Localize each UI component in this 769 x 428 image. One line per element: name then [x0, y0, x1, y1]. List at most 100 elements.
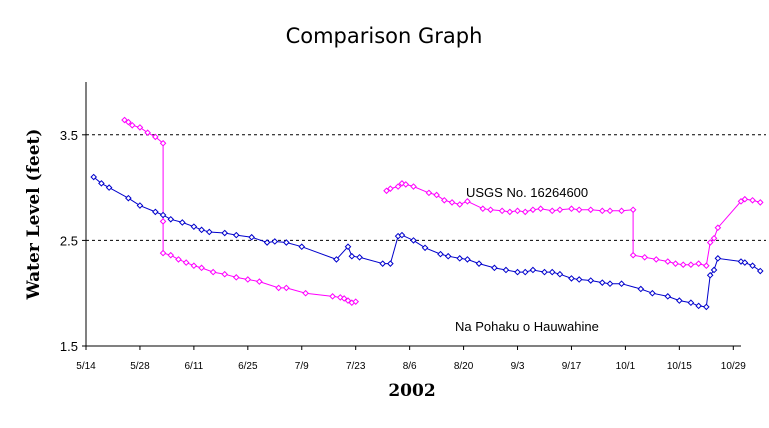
data-point	[687, 261, 695, 268]
gridlines	[86, 134, 766, 241]
data-point	[641, 253, 648, 261]
data-point	[402, 181, 410, 188]
data-point	[687, 299, 695, 307]
data-point	[167, 251, 175, 259]
data-point	[244, 276, 252, 283]
data-point	[737, 258, 745, 265]
data-point	[464, 198, 471, 205]
data-point	[606, 207, 614, 215]
data-point	[298, 243, 306, 251]
data-point	[606, 280, 614, 288]
data-point	[749, 196, 756, 204]
data-point	[344, 297, 352, 304]
data-point	[98, 180, 105, 187]
data-point	[703, 262, 710, 270]
data-point	[271, 238, 279, 245]
x-tick-label: 5/14	[76, 361, 96, 372]
data-point	[475, 260, 483, 267]
data-point	[695, 302, 702, 310]
data-point	[179, 219, 186, 226]
data-point	[159, 139, 167, 147]
data-point	[379, 260, 386, 267]
data-point	[695, 260, 702, 267]
series-layer	[90, 116, 764, 311]
data-point	[506, 208, 514, 216]
data-point	[548, 268, 556, 276]
x-axis-title: 2002	[388, 381, 435, 401]
x-tick-label: 10/29	[721, 361, 746, 372]
series-usgs	[121, 116, 764, 307]
data-point	[175, 256, 182, 263]
data-point	[348, 252, 356, 260]
data-point	[275, 284, 282, 292]
data-point	[167, 215, 175, 223]
data-point	[136, 202, 144, 209]
data-point	[387, 185, 394, 192]
series-line	[93, 176, 761, 308]
data-point	[756, 199, 764, 206]
data-point	[703, 303, 710, 311]
data-point	[556, 270, 564, 278]
data-point	[710, 266, 718, 274]
x-tick-label: 8/6	[403, 361, 417, 372]
data-point	[209, 268, 217, 276]
data-point	[125, 118, 132, 126]
data-point	[444, 252, 452, 260]
axes	[85, 82, 741, 347]
data-point	[248, 233, 255, 241]
data-point	[283, 239, 290, 246]
data-point	[514, 207, 521, 215]
data-point	[672, 260, 679, 267]
data-point	[676, 297, 683, 304]
data-point	[198, 226, 205, 234]
x-tick-label: 6/11	[185, 361, 204, 372]
data-point	[256, 278, 263, 285]
data-point	[487, 206, 494, 214]
data-point	[344, 243, 352, 251]
data-point	[529, 206, 537, 214]
data-point	[587, 206, 595, 214]
x-tick-label: 10/15	[667, 361, 692, 372]
y-axis-title: Water Level (feet)	[24, 129, 44, 301]
y-tick-label: 2.5	[60, 233, 78, 248]
data-point	[664, 293, 672, 300]
data-point	[128, 121, 136, 129]
data-point	[425, 189, 433, 197]
data-point	[221, 229, 229, 237]
data-point	[521, 208, 529, 216]
data-point	[159, 249, 167, 257]
data-point	[737, 198, 745, 205]
data-point	[152, 208, 159, 216]
data-point	[394, 183, 402, 190]
data-point	[618, 207, 625, 215]
data-point	[529, 266, 537, 274]
data-point	[329, 293, 336, 300]
data-point	[302, 289, 309, 297]
data-point	[556, 206, 564, 214]
annotation-usgs-label: USGS No. 16264600	[466, 185, 588, 200]
data-point	[159, 211, 167, 219]
data-point	[356, 253, 363, 261]
data-point	[537, 205, 544, 213]
data-point	[182, 259, 190, 266]
data-point	[575, 206, 583, 214]
data-point	[198, 264, 205, 272]
data-point	[410, 237, 417, 244]
data-point	[159, 218, 167, 225]
data-point	[421, 244, 429, 252]
data-point	[514, 268, 521, 276]
annotation-na-pohaku-label: Na Pohaku o Hauwahine	[455, 319, 599, 334]
data-point	[105, 184, 113, 191]
data-point	[741, 259, 749, 266]
data-point	[437, 250, 444, 258]
data-point	[587, 277, 595, 284]
data-point	[498, 207, 506, 215]
x-tick-label: 8/20	[454, 361, 474, 372]
data-point	[568, 275, 575, 282]
data-point	[448, 199, 456, 206]
data-point	[749, 262, 756, 270]
data-point	[398, 231, 406, 239]
x-tick-label: 5/28	[130, 361, 150, 372]
data-point	[491, 264, 498, 272]
data-point	[652, 256, 660, 263]
